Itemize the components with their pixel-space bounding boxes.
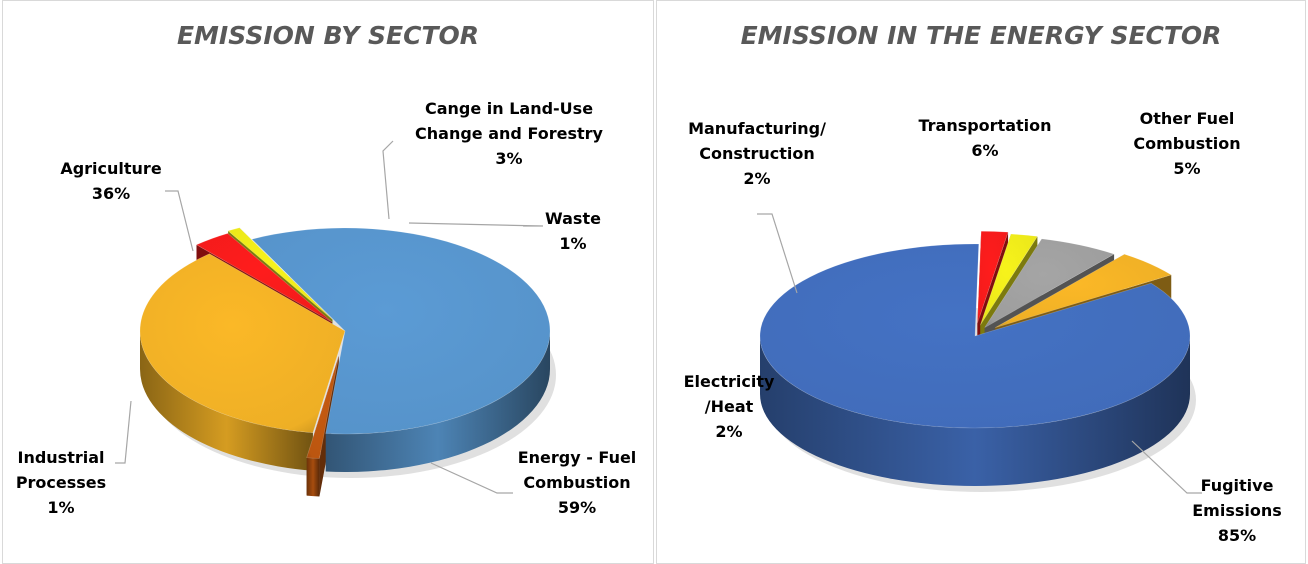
data-label-name: /Heat (704, 397, 754, 416)
pie-tops (759, 230, 1191, 429)
data-label-name: Combustion (523, 473, 631, 492)
leader-line (430, 462, 513, 494)
leader-line (165, 190, 194, 252)
data-label-name: Emissions (1192, 501, 1282, 520)
pie-slice-side-energy-fuel-combustion (325, 331, 550, 472)
pie-slice-other-fuel-combustion (994, 253, 1172, 328)
data-label-name: Energy - Fuel (517, 448, 637, 467)
chart-title: EMISSION BY SECTOR (176, 21, 480, 50)
pie-slice-side-agriculture (140, 331, 313, 471)
data-label-value: 5% (1173, 159, 1201, 178)
leader-line (382, 140, 394, 220)
data-label-name: Waste (545, 209, 601, 228)
data-label-name: Fugitive (1200, 476, 1274, 495)
pie-slice-energy-fuel-combustion (251, 227, 551, 435)
pie-slice-waste (227, 227, 333, 320)
data-label-value: 2% (743, 169, 771, 188)
data-label-energy-fuel-combustion: Energy - Fuel Combustion 59% (477, 445, 677, 520)
leader-line (1131, 440, 1202, 494)
data-label-value: 36% (91, 184, 131, 203)
chart-panel-emission-by-sector: EMISSION BY SECTOR Energy - Fuel Combusti… (2, 0, 654, 564)
pie-chart-emission-energy-sector (757, 213, 1202, 494)
chart-title: EMISSION IN THE ENERGY SECTOR (740, 21, 1222, 50)
pie-slice-side-industrial-processes (306, 457, 320, 497)
data-label-value: 1% (47, 498, 75, 517)
data-label-manufacturing-construction: Manufacturing/Construction 2% (657, 116, 857, 191)
data-label-name: Cange in Land-Use (424, 99, 594, 118)
pie-tops (139, 227, 551, 459)
data-label-value: 59% (557, 498, 597, 517)
data-label-value: 85% (1217, 526, 1257, 545)
chart-panel-emission-energy-sector: EMISSION IN THE ENERGY SECTOR Fugitive Em… (656, 0, 1306, 564)
pie-chart-emission-by-sector (115, 140, 556, 497)
data-label-fugitive-emissions: Fugitive Emissions 85% (1162, 473, 1308, 548)
leader-line (757, 213, 798, 294)
data-label-value: 3% (495, 149, 523, 168)
pie-slice-agriculture (139, 253, 346, 434)
pie-slice-cange-in-land-use-change-and-forestry (195, 233, 333, 323)
data-label-value: 1% (559, 234, 587, 253)
data-label-name: Agriculture (60, 159, 162, 178)
data-label-name: Manufacturing/ (688, 119, 826, 138)
leader-line (408, 222, 544, 227)
data-label-transportation: Transportation 6% (905, 113, 1065, 163)
data-label-waste: Waste 1% (513, 206, 633, 256)
data-label-industrial-processes: Industrial Processes 1% (0, 445, 131, 520)
data-label-name: Industrial (17, 448, 105, 467)
pie-slice-side-fugitive-emissions (760, 336, 1190, 486)
data-label-name: Transportation (918, 116, 1052, 135)
data-label-name: Change and Forestry (415, 124, 603, 143)
data-label-name: Construction (699, 144, 815, 163)
data-label-value: 2% (715, 422, 743, 441)
pie-slice-fugitive-emissions (759, 243, 1191, 429)
data-label-name: Combustion (1133, 134, 1241, 153)
leader-line (115, 400, 132, 464)
data-label-cange-in-land-use-change-and-forestry: Cange in Land-Use Change and Forestry 3% (389, 96, 629, 171)
data-label-name: Other Fuel (1139, 109, 1235, 128)
data-label-name: Electricity (683, 372, 775, 391)
data-label-agriculture: Agriculture 36% (41, 156, 181, 206)
data-label-other-fuel-combustion: Other Fuel Combustion 5% (1112, 106, 1262, 181)
pie-slice-manufacturing-construction (980, 233, 1038, 326)
data-label-value: 6% (971, 141, 999, 160)
pie-slice-industrial-processes (306, 355, 340, 459)
data-label-name: Processes (15, 473, 107, 492)
data-label-electricity-heat: Electricity/Heat 2% (664, 369, 794, 444)
pie-slice-electricity-heat (977, 230, 1009, 324)
pie-slice-transportation (984, 238, 1115, 328)
